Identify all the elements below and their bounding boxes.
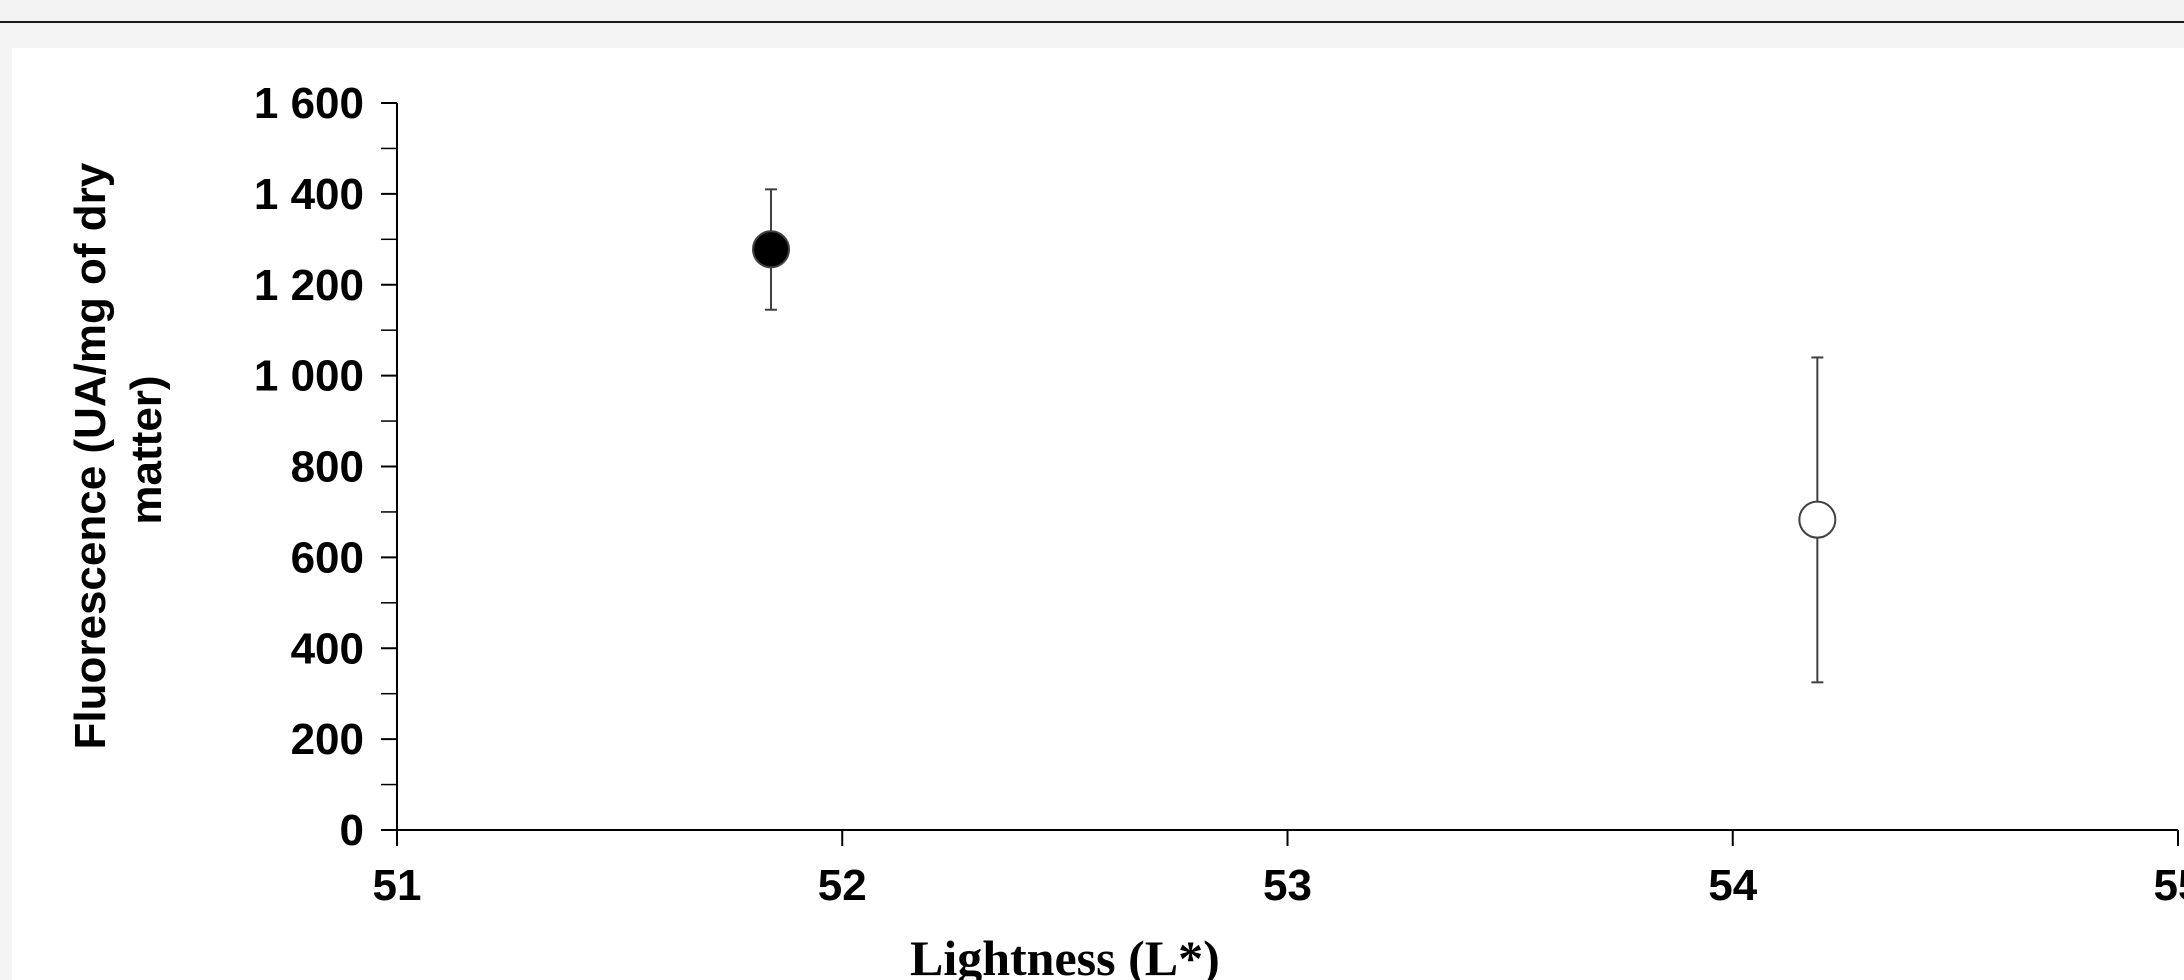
data-points <box>752 188 1837 684</box>
y-tick-label: 1 200 <box>254 261 364 310</box>
x-tick-label: 53 <box>1263 861 1312 910</box>
y-tick-label: 800 <box>291 443 364 492</box>
y-tick-label: 0 <box>340 806 364 855</box>
data-point-marker <box>752 230 791 269</box>
y-tick-label: 1 400 <box>254 170 364 219</box>
y-tick-label: 1 000 <box>254 352 364 401</box>
x-tick-label: 55 <box>2154 861 2184 910</box>
y-tick-label: 400 <box>291 624 364 673</box>
y-axis: 0 200 400 600 800 1 000 1 200 1 400 1 600 <box>254 79 398 855</box>
y-axis-title-line-1: Fluorescence (UA/mg of dry <box>66 162 115 749</box>
x-tick-label: 52 <box>818 861 867 910</box>
y-tick-label: 600 <box>291 533 364 582</box>
y-tick-label: 200 <box>291 715 364 764</box>
y-axis-title: Fluorescence (UA/mg of dry matter) <box>66 150 171 749</box>
x-axis: 51 52 53 54 55 <box>373 829 2184 910</box>
window-top-strip <box>0 0 2184 23</box>
x-tick-label: 51 <box>373 861 422 910</box>
y-tick-label: 1 600 <box>254 79 364 128</box>
x-axis-title: Lightness (L*) <box>910 930 1220 980</box>
data-point-marker <box>1798 500 1837 539</box>
y-axis-title-line-2: matter) <box>122 375 171 524</box>
x-tick-label: 54 <box>1708 861 1757 910</box>
